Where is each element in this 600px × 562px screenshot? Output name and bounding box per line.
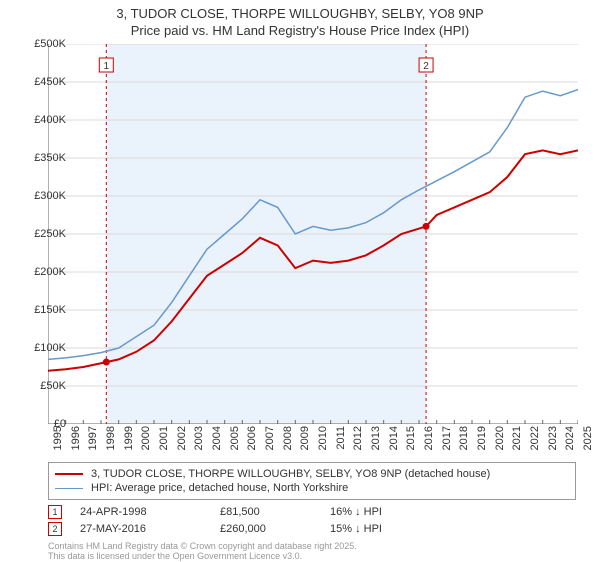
x-tick-label: 2012 <box>352 426 364 450</box>
x-tick-label: 2009 <box>299 426 311 450</box>
chart-container: 3, TUDOR CLOSE, THORPE WILLOUGHBY, SELBY… <box>0 0 600 560</box>
x-tick-label: 2004 <box>211 426 223 450</box>
x-tick-label: 1999 <box>123 426 135 450</box>
transaction-diff-2: 15% ↓ HPI <box>330 523 440 535</box>
chart-svg: 12 <box>48 44 578 424</box>
x-tick-label: 2023 <box>547 426 559 450</box>
transaction-price-1: £81,500 <box>220 506 330 518</box>
y-tick-label: £400K <box>20 114 66 126</box>
x-tick-label: 1995 <box>52 426 64 450</box>
x-tick-label: 2001 <box>158 426 170 450</box>
transaction-date-2: 27-MAY-2016 <box>80 523 220 535</box>
y-tick-label: £300K <box>20 190 66 202</box>
transaction-row-1: 1 24-APR-1998 £81,500 16% ↓ HPI <box>48 505 440 519</box>
legend-swatch-hpi <box>55 488 83 489</box>
x-tick-label: 2018 <box>458 426 470 450</box>
chart-plot-area: 12 <box>48 44 578 424</box>
x-tick-label: 2006 <box>246 426 258 450</box>
svg-text:1: 1 <box>104 61 110 72</box>
transaction-marker-2: 2 <box>48 522 62 536</box>
x-tick-label: 2015 <box>405 426 417 450</box>
x-tick-label: 2016 <box>423 426 435 450</box>
legend-row-hpi: HPI: Average price, detached house, Nort… <box>55 482 569 494</box>
x-tick-label: 2022 <box>529 426 541 450</box>
y-tick-label: £200K <box>20 266 66 278</box>
transactions-table: 1 24-APR-1998 £81,500 16% ↓ HPI 2 27-MAY… <box>48 502 440 539</box>
x-tick-label: 2000 <box>140 426 152 450</box>
license-text: Contains HM Land Registry data © Crown c… <box>48 542 357 562</box>
legend: 3, TUDOR CLOSE, THORPE WILLOUGHBY, SELBY… <box>48 462 576 500</box>
title-line-2: Price paid vs. HM Land Registry's House … <box>0 23 600 40</box>
x-tick-label: 2024 <box>564 426 576 450</box>
x-tick-label: 2003 <box>193 426 205 450</box>
y-tick-label: £250K <box>20 228 66 240</box>
transaction-row-2: 2 27-MAY-2016 £260,000 15% ↓ HPI <box>48 522 440 536</box>
title-line-1: 3, TUDOR CLOSE, THORPE WILLOUGHBY, SELBY… <box>0 6 600 23</box>
y-tick-label: £50K <box>20 380 66 392</box>
x-tick-label: 2017 <box>441 426 453 450</box>
x-tick-label: 2014 <box>388 426 400 450</box>
license-line-2: This data is licensed under the Open Gov… <box>48 552 357 562</box>
legend-label-price: 3, TUDOR CLOSE, THORPE WILLOUGHBY, SELBY… <box>91 468 490 480</box>
y-tick-label: £500K <box>20 38 66 50</box>
transaction-date-1: 24-APR-1998 <box>80 506 220 518</box>
transaction-marker-1: 1 <box>48 505 62 519</box>
x-tick-label: 2013 <box>370 426 382 450</box>
transaction-price-2: £260,000 <box>220 523 330 535</box>
x-tick-label: 1996 <box>70 426 82 450</box>
x-tick-label: 1998 <box>105 426 117 450</box>
y-tick-label: £150K <box>20 304 66 316</box>
x-tick-label: 2025 <box>582 426 594 450</box>
x-tick-label: 2019 <box>476 426 488 450</box>
x-tick-label: 2008 <box>282 426 294 450</box>
legend-label-hpi: HPI: Average price, detached house, Nort… <box>91 482 348 494</box>
x-tick-label: 2010 <box>317 426 329 450</box>
x-tick-label: 1997 <box>87 426 99 450</box>
title-block: 3, TUDOR CLOSE, THORPE WILLOUGHBY, SELBY… <box>0 0 600 40</box>
transaction-diff-1: 16% ↓ HPI <box>330 506 440 518</box>
legend-swatch-price <box>55 473 83 475</box>
y-tick-label: £450K <box>20 76 66 88</box>
y-tick-label: £100K <box>20 342 66 354</box>
legend-row-price: 3, TUDOR CLOSE, THORPE WILLOUGHBY, SELBY… <box>55 468 569 480</box>
x-tick-label: 2005 <box>229 426 241 450</box>
x-tick-label: 2002 <box>176 426 188 450</box>
svg-text:2: 2 <box>423 61 429 72</box>
x-tick-label: 2021 <box>511 426 523 450</box>
y-tick-label: £350K <box>20 152 66 164</box>
x-tick-label: 2020 <box>494 426 506 450</box>
x-tick-label: 2011 <box>335 426 347 450</box>
x-tick-label: 2007 <box>264 426 276 450</box>
